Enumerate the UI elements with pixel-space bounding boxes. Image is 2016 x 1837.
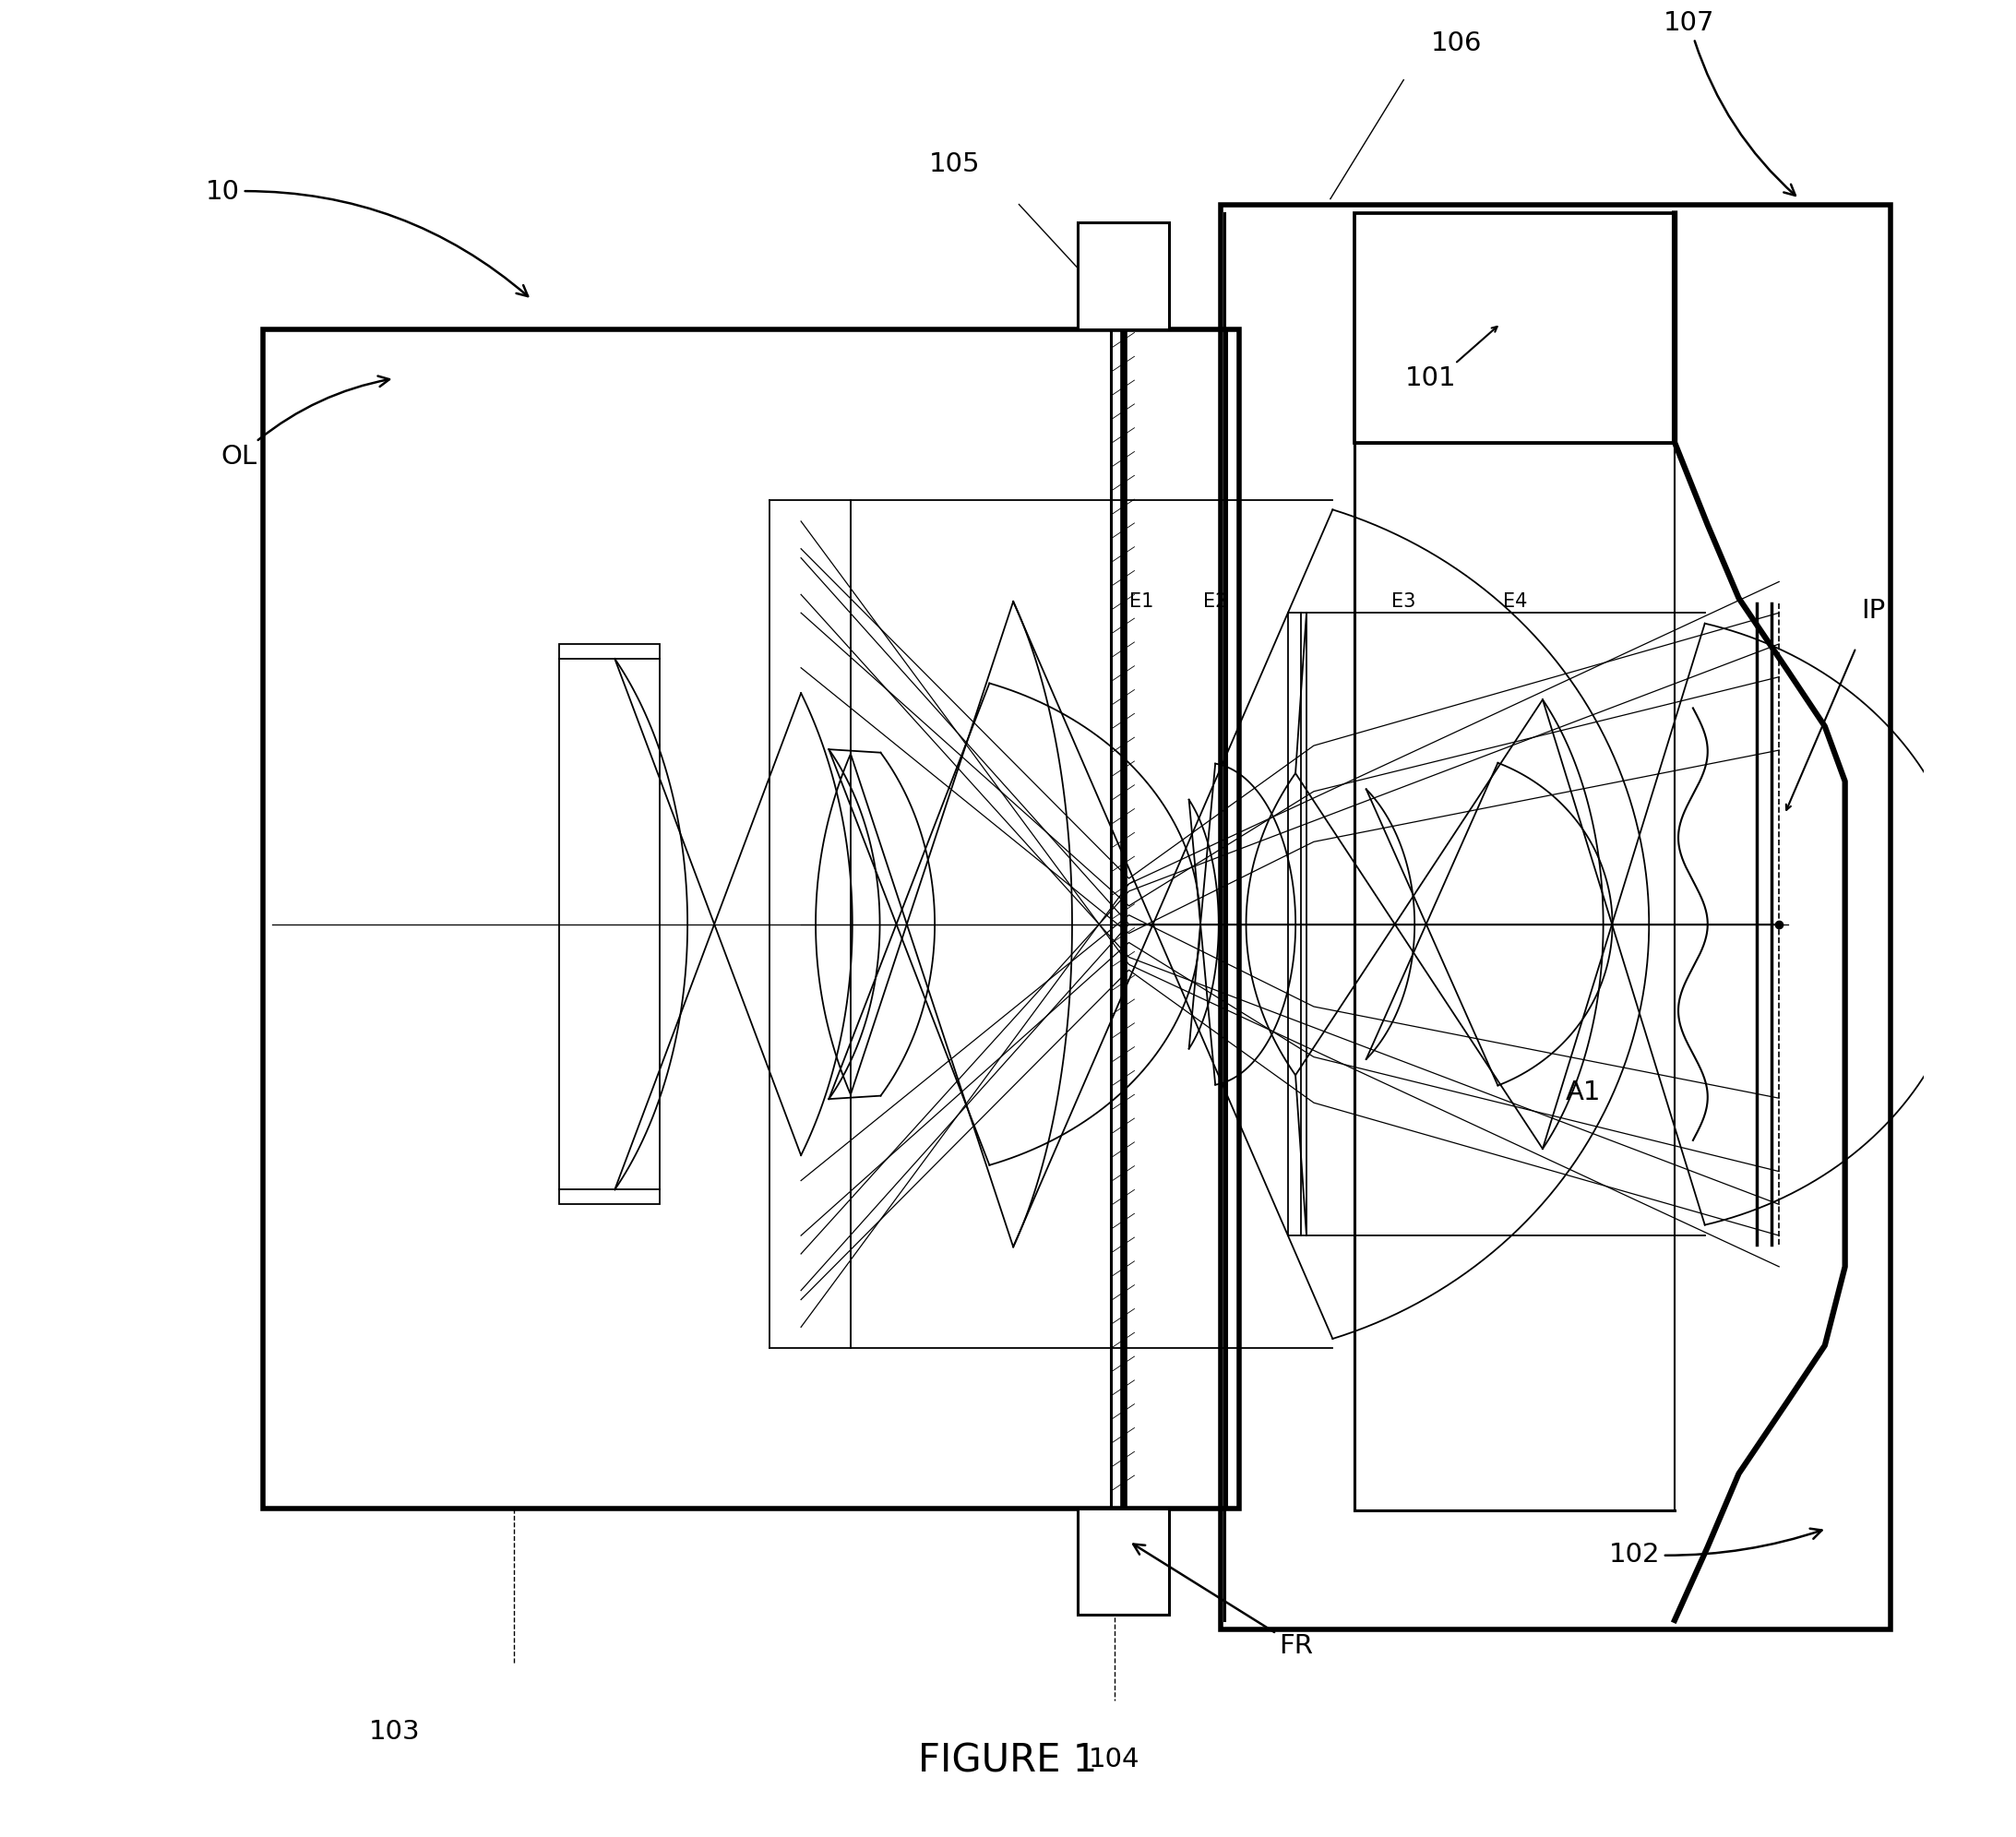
Text: 103: 103 xyxy=(369,1719,419,1745)
Bar xyxy=(262,329,1238,1508)
Text: E1: E1 xyxy=(1129,593,1153,612)
Text: 102: 102 xyxy=(1609,1528,1822,1567)
Bar xyxy=(1079,222,1169,329)
Bar xyxy=(1355,323,1675,1510)
Bar xyxy=(558,1190,659,1205)
Text: E4: E4 xyxy=(1504,593,1528,612)
Bar xyxy=(558,645,659,659)
Text: 107: 107 xyxy=(1663,9,1796,195)
Text: 101: 101 xyxy=(1405,366,1458,391)
Text: 105: 105 xyxy=(929,151,980,176)
Text: 106: 106 xyxy=(1431,29,1482,57)
Bar xyxy=(1355,213,1675,443)
Bar xyxy=(1111,329,1226,1508)
Text: A1: A1 xyxy=(1564,1080,1601,1106)
Bar xyxy=(1220,204,1891,1629)
Text: IP: IP xyxy=(1861,599,1885,625)
Bar xyxy=(1079,1508,1169,1615)
Text: FR: FR xyxy=(1133,1545,1312,1659)
Text: OL: OL xyxy=(220,377,389,470)
Bar xyxy=(1288,614,1300,1236)
Text: FIGURE 1: FIGURE 1 xyxy=(919,1741,1097,1780)
Text: 10: 10 xyxy=(206,178,528,296)
Text: E2: E2 xyxy=(1204,593,1228,612)
Text: E3: E3 xyxy=(1391,593,1415,612)
Text: 104: 104 xyxy=(1089,1747,1139,1773)
